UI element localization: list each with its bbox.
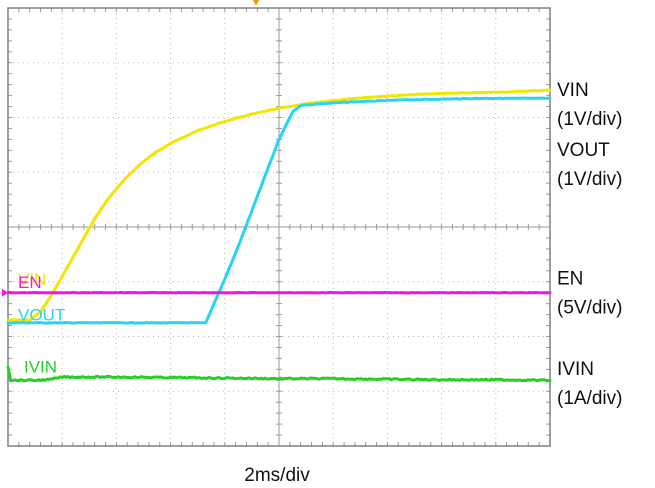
scale-label-vout-scale: (1V/div) [557, 169, 622, 190]
trace-label-vout: VOUT [18, 306, 65, 325]
plot-frame [7, 7, 551, 447]
trace-label-vin: VIN [18, 270, 46, 289]
ground-marker-icon [2, 288, 8, 297]
trace-ivin [6, 365, 552, 383]
marker-layer [2, 0, 259, 297]
scale-label-en-name: EN [557, 269, 583, 290]
trace-vout [6, 96, 552, 325]
x-axis-label: 2ms/div [244, 465, 310, 486]
scale-label-vin-name: VIN [557, 80, 589, 101]
plot-border [7, 7, 551, 447]
scale-label-ivin-name: IVIN [557, 359, 594, 380]
scale-label-ivin-scale: (1A/div) [557, 388, 622, 409]
scale-label-layer: VIN (1V/div) VOUT (1V/div) EN (5V/div) IVIN (1A… [557, 80, 622, 409]
trace-label-en: EN [18, 273, 42, 292]
trace-label-ivin: IVIN [24, 358, 57, 377]
trigger-marker-icon [253, 0, 259, 6]
trace-layer [6, 88, 552, 383]
scale-label-vout-name: VOUT [557, 140, 610, 161]
scope-grid [7, 7, 551, 447]
scale-label-vin-scale: (1V/div) [557, 109, 622, 130]
scale-label-en-scale: (5V/div) [557, 298, 622, 319]
trace-vin [6, 88, 552, 322]
